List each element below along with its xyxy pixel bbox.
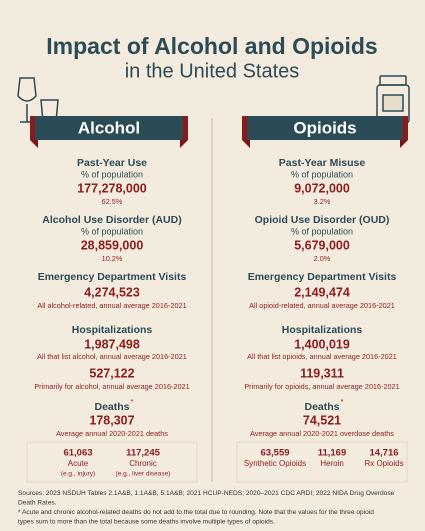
heading: Deaths bbox=[304, 401, 339, 413]
banner-fold bbox=[242, 140, 250, 148]
share: 62.5% bbox=[102, 197, 123, 206]
breakdown-value: 63,559 bbox=[260, 448, 289, 459]
note: All opioid-related, annual average 2016-… bbox=[249, 301, 395, 310]
breakdown-label: Heroin bbox=[320, 459, 344, 468]
value: 28,859,000 bbox=[81, 238, 144, 252]
title: Impact of Alcohol and Opioids bbox=[46, 33, 377, 59]
unit-label: % of population bbox=[291, 169, 353, 179]
value: 9,072,000 bbox=[294, 181, 350, 195]
footer-line: Death Rates. bbox=[18, 499, 57, 506]
footer-line: types sum to more than the total because… bbox=[18, 518, 275, 525]
banner-fold bbox=[180, 140, 188, 148]
note: Average annual 2020-2021 overdose deaths bbox=[250, 429, 394, 438]
footnote-marker: * bbox=[341, 397, 344, 406]
breakdown-example: (e.g., liver disease) bbox=[116, 471, 171, 478]
value: 2,149,474 bbox=[294, 285, 350, 299]
note: All alcohol-related, annual average 2016… bbox=[37, 301, 186, 310]
value: 5,679,000 bbox=[294, 238, 350, 252]
note: Primarily for alcohol, annual average 20… bbox=[34, 382, 189, 391]
breakdown-label: Acute bbox=[68, 459, 89, 468]
heading: Hospitalizations bbox=[72, 324, 153, 336]
value: 178,307 bbox=[89, 413, 134, 427]
breakdown-box bbox=[26, 441, 198, 483]
heading: Past-Year Misuse bbox=[279, 157, 366, 169]
footnote-marker: * bbox=[131, 397, 134, 406]
banner-label: Alcohol bbox=[78, 118, 140, 137]
share: 2.0% bbox=[314, 254, 331, 263]
note: Average annual 2020-2021 deaths bbox=[56, 429, 168, 438]
breakdown-value: 61,063 bbox=[63, 448, 92, 459]
share: 10.2% bbox=[102, 254, 123, 263]
breakdown-value: 11,169 bbox=[318, 448, 347, 459]
note: All that list alcohol, annual average 20… bbox=[37, 352, 187, 361]
banner bbox=[242, 116, 408, 140]
unit-label: % of population bbox=[81, 169, 143, 179]
heading: Emergency Department Visits bbox=[248, 271, 397, 283]
value: 177,278,000 bbox=[77, 181, 147, 195]
unit-label: % of population bbox=[291, 226, 353, 236]
breakdown-label: Rx Opioids bbox=[364, 459, 403, 468]
banner-accent bbox=[30, 116, 35, 140]
heading: Opioid Use Disorder (OUD) bbox=[255, 214, 390, 226]
value: 119,311 bbox=[300, 366, 344, 380]
banner-fold bbox=[400, 140, 408, 148]
note: All that list opioids, annual average 20… bbox=[247, 352, 397, 361]
banner-fold bbox=[30, 140, 38, 148]
breakdown-example: (e.g., injury) bbox=[61, 471, 95, 478]
banner bbox=[30, 116, 188, 140]
value: 527,122 bbox=[89, 366, 134, 380]
heading: Emergency Department Visits bbox=[38, 271, 187, 283]
pill-bottle-icon bbox=[376, 75, 410, 124]
banner-accent bbox=[183, 116, 188, 140]
value: 74,521 bbox=[303, 413, 341, 427]
heading: Alcohol Use Disorder (AUD) bbox=[42, 214, 181, 226]
value: 4,274,523 bbox=[84, 285, 140, 299]
banner-accent bbox=[403, 116, 408, 140]
heading: Deaths bbox=[94, 401, 129, 413]
note: Primarily for opioids, annual average 20… bbox=[244, 382, 399, 391]
heading: Past-Year Use bbox=[77, 157, 147, 169]
share: 3.2% bbox=[314, 197, 331, 206]
banner-accent bbox=[242, 116, 247, 140]
breakdown-label: Synthetic Opioids bbox=[244, 459, 306, 468]
subtitle: in the United States bbox=[125, 60, 300, 82]
heading: Hospitalizations bbox=[282, 324, 363, 336]
unit-label: % of population bbox=[81, 226, 143, 236]
breakdown-box bbox=[236, 441, 408, 483]
breakdown-value: 117,245 bbox=[126, 448, 161, 459]
footer-line: Sources: 2023 NSDUH Tables 2.1A&B, 1.1A&… bbox=[18, 490, 395, 497]
value: 1,400,019 bbox=[294, 337, 350, 351]
footer-line: * Acute and chronic alcohol-related deat… bbox=[18, 509, 374, 516]
breakdown-value: 14,716 bbox=[369, 448, 398, 459]
value: 1,987,498 bbox=[84, 337, 140, 351]
banner-label: Opioids bbox=[293, 118, 356, 137]
breakdown-label: Chronic bbox=[129, 459, 157, 468]
